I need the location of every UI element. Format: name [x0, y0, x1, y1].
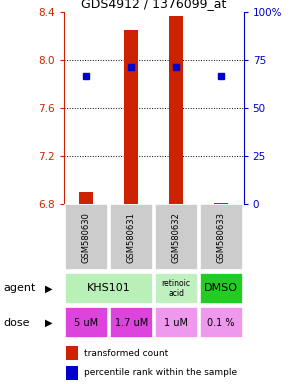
- Bar: [65, 204, 108, 270]
- Text: GSM580631: GSM580631: [127, 212, 136, 263]
- Text: percentile rank within the sample: percentile rank within the sample: [84, 368, 237, 377]
- Bar: [155, 273, 198, 304]
- Text: ▶: ▶: [45, 283, 52, 293]
- Text: ▶: ▶: [45, 318, 52, 328]
- Bar: [66, 346, 78, 360]
- Text: GSM580632: GSM580632: [172, 212, 181, 263]
- Bar: [155, 308, 198, 338]
- Bar: [110, 308, 153, 338]
- Text: GSM580630: GSM580630: [82, 212, 91, 263]
- Bar: [79, 192, 93, 204]
- Bar: [124, 30, 138, 204]
- Bar: [200, 204, 243, 270]
- Text: GSM580633: GSM580633: [217, 212, 226, 263]
- Bar: [66, 366, 78, 380]
- Text: 5 uM: 5 uM: [74, 318, 98, 328]
- Bar: [200, 273, 243, 304]
- Bar: [200, 308, 243, 338]
- Text: dose: dose: [3, 318, 29, 328]
- Title: GDS4912 / 1376099_at: GDS4912 / 1376099_at: [81, 0, 226, 10]
- Text: retinoic
acid: retinoic acid: [162, 279, 191, 298]
- Text: agent: agent: [3, 283, 35, 293]
- Text: transformed count: transformed count: [84, 349, 168, 358]
- Bar: [214, 203, 228, 204]
- Text: 1 uM: 1 uM: [164, 318, 188, 328]
- Text: 0.1 %: 0.1 %: [207, 318, 235, 328]
- Text: DMSO: DMSO: [204, 283, 238, 293]
- Bar: [110, 204, 153, 270]
- Bar: [65, 273, 153, 304]
- Text: 1.7 uM: 1.7 uM: [115, 318, 148, 328]
- Bar: [65, 308, 108, 338]
- Bar: [155, 204, 198, 270]
- Bar: [169, 17, 183, 204]
- Text: KHS101: KHS101: [87, 283, 130, 293]
